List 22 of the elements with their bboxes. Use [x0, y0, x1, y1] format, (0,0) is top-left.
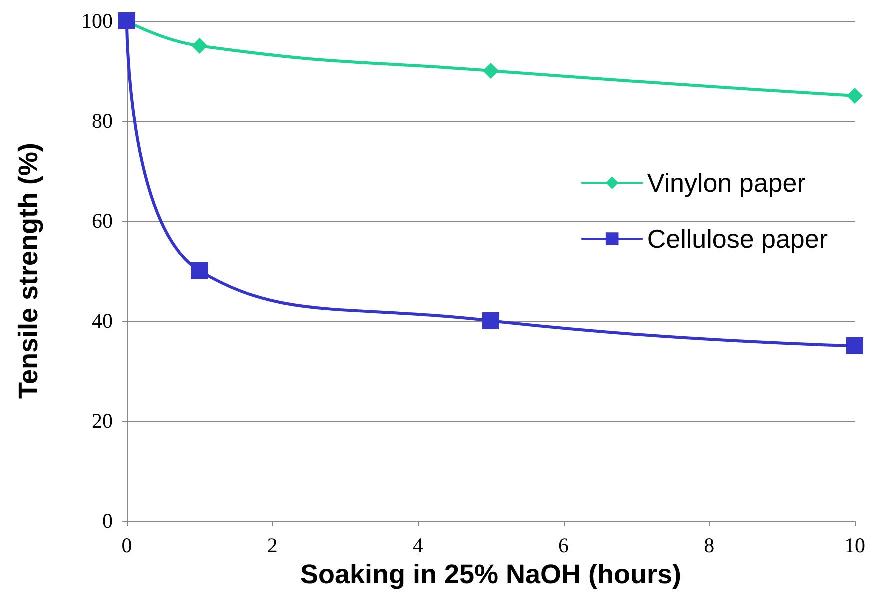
point	[846, 338, 864, 354]
legend-label: Vinylon paper	[647, 168, 806, 198]
x-tick-label: 2	[267, 534, 278, 558]
point	[847, 88, 863, 104]
x-tick-label: 6	[558, 534, 570, 558]
y-tick-label: 0	[102, 509, 113, 533]
x-tick-label: 4	[412, 534, 424, 558]
point	[483, 63, 499, 79]
y-tick-label: 40	[92, 309, 113, 333]
point	[192, 38, 208, 54]
y-tick-label: 60	[92, 209, 113, 233]
y-axis-title: Tensile strength (%)	[14, 142, 44, 400]
point	[482, 312, 500, 330]
x-axis-title: Soaking in 25% NaOH (hours)	[300, 560, 682, 590]
point	[191, 262, 208, 280]
y-tick-label: 20	[92, 409, 113, 433]
x-tick-label: 0	[122, 534, 132, 558]
legend-label: Cellulose paper	[647, 224, 828, 254]
x-tick-label: 8	[704, 534, 715, 558]
x-tick-label: 10	[844, 534, 866, 558]
y-tick-label: 80	[92, 109, 113, 133]
y-tick-label: 100	[82, 9, 113, 33]
